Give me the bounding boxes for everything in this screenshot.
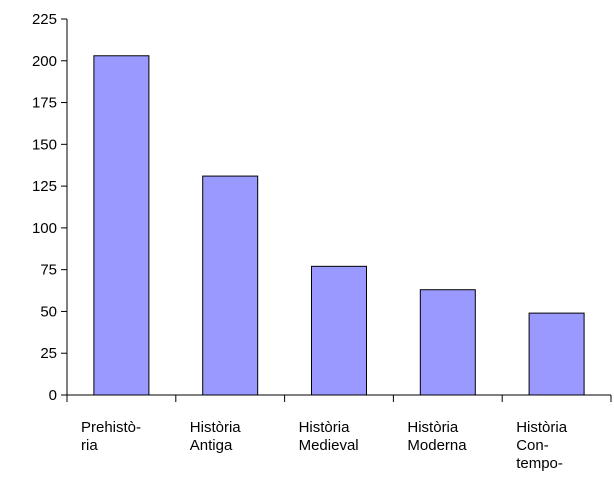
y-tick-label: 50: [40, 303, 57, 320]
y-tick-label: 175: [32, 95, 57, 112]
category-label-line: Història: [407, 419, 459, 436]
category-label: Història Moderna: [407, 419, 467, 454]
category-label: Història Con-tempo-: [516, 419, 568, 472]
y-axis: 0 25 50 75 100 125 150 175 200 225: [32, 11, 68, 404]
category-label: Història Medieval: [299, 419, 359, 454]
bar: [419, 289, 476, 396]
bar: [202, 175, 259, 396]
category-label-line: Història: [516, 419, 568, 436]
bar: [93, 55, 150, 396]
category-label: Història Antiga: [190, 419, 242, 454]
y-tick-label: 75: [40, 262, 57, 279]
category-label-line: Antiga: [190, 437, 233, 454]
category-label-line: ria: [81, 437, 98, 454]
x-axis: [66, 394, 612, 402]
category-label-line: Història: [190, 419, 242, 436]
category-label-line: Con-: [516, 437, 549, 454]
category-label-line: Moderna: [407, 437, 467, 454]
category-label: Prehistò-ria: [81, 419, 141, 454]
bars: [93, 55, 585, 396]
y-tick-label: 100: [32, 220, 57, 237]
category-label-line: Història: [299, 419, 351, 436]
y-tick-label: 125: [32, 178, 57, 195]
y-tick-label: 200: [32, 53, 57, 70]
category-label-line: Prehistò-: [81, 419, 141, 436]
bar: [311, 265, 367, 396]
category-label-line: Medieval: [299, 437, 359, 454]
y-tick-label: 25: [40, 345, 57, 362]
category-label-line: tempo-: [516, 455, 563, 472]
y-tick-label: 225: [32, 11, 57, 28]
y-tick-label: 150: [32, 136, 57, 153]
y-tick-label: 0: [49, 387, 57, 404]
bar: [528, 312, 585, 396]
